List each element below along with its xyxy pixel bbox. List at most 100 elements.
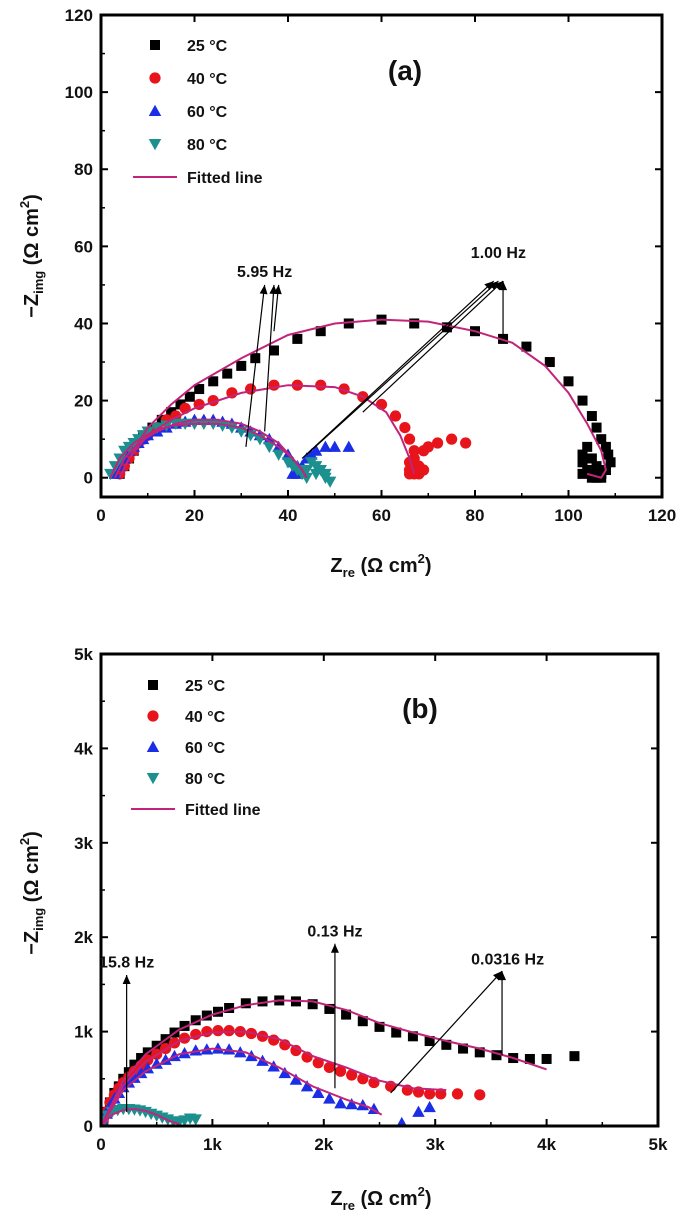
x-axis-label-unit: (Ω cm [355, 1188, 418, 1210]
data-point [250, 353, 261, 364]
data-point [311, 1086, 325, 1098]
annotation-arrowhead [498, 971, 507, 981]
data-point [389, 410, 402, 422]
data-point [474, 1047, 485, 1058]
data-point [432, 437, 444, 449]
y-tick-label: 3k [74, 834, 93, 853]
legend-marker [148, 680, 158, 690]
data-point [323, 1092, 336, 1104]
data-point [300, 465, 313, 477]
annotation-label: 0.13 Hz [307, 923, 362, 940]
data-point [403, 433, 416, 445]
x-tick-label: 100 [554, 506, 582, 525]
x-tick-label: 4k [537, 1135, 556, 1154]
data-point [189, 1114, 202, 1125]
data-point [544, 357, 555, 368]
data-point [263, 441, 276, 454]
y-tick-label: 20 [74, 392, 93, 411]
y-axis-label: −Zimg (Ω cm2) [17, 194, 46, 318]
data-point [289, 1073, 303, 1085]
data-point [591, 422, 602, 433]
data-point [211, 1042, 225, 1054]
data-point [319, 440, 332, 452]
data-point [323, 1061, 335, 1074]
data-point [309, 468, 323, 481]
data-point [605, 457, 616, 468]
x-axis-label: Zre (Ω cm2) [330, 551, 431, 580]
legend-label: 60 °C [185, 740, 226, 757]
x-axis-label-sub: re [343, 565, 355, 580]
annotation-arrowhead [484, 281, 494, 291]
data-point [399, 421, 411, 434]
y-tick-label: 1k [74, 1023, 93, 1042]
annotation-label: 1.00 Hz [471, 245, 526, 262]
x-tick-label: 80 [466, 506, 485, 525]
y-tick-label: 40 [74, 314, 93, 333]
data-point [278, 1066, 292, 1079]
annotation-arrow [245, 284, 266, 447]
annotation-arrowhead [499, 281, 508, 291]
data-point [435, 1088, 447, 1100]
legend-label: 25 °C [185, 678, 226, 695]
data-point [279, 1039, 291, 1051]
data-point [212, 1006, 223, 1017]
x-axis-label-close: ) [425, 1188, 432, 1210]
data-point [222, 368, 233, 379]
data-point [524, 1053, 535, 1064]
y-axis-label-sub: img [31, 908, 46, 931]
y-tick-label: 2k [74, 928, 93, 947]
data-point [179, 1020, 190, 1031]
x-axis-label: Zre (Ω cm2) [330, 1184, 431, 1213]
y-tick-label: 120 [65, 6, 93, 25]
x-tick-label: 120 [648, 506, 676, 525]
fitted-line [102, 1107, 180, 1125]
data-point [166, 407, 177, 418]
data-point [591, 461, 602, 472]
annotation-arrow [362, 280, 504, 413]
annotation-arrowhead [489, 281, 499, 291]
fitted-line [102, 1030, 447, 1125]
data-point [460, 437, 472, 449]
y-tick-label: 5k [74, 645, 93, 664]
annotation-arrow [264, 284, 275, 432]
data-point [136, 1053, 147, 1064]
data-point [346, 1069, 358, 1081]
y-tick-label: 80 [74, 160, 93, 179]
legend-label: 60 °C [187, 104, 228, 121]
annotation-arrowhead [122, 974, 131, 984]
data-point [458, 1043, 469, 1054]
data-point [407, 1031, 418, 1042]
y-tick-label: 4k [74, 739, 93, 758]
data-point [541, 1053, 552, 1064]
y-axis-label-main: −Z [21, 294, 43, 318]
data-point [324, 1003, 335, 1014]
x-axis-label-unit: (Ω cm [355, 555, 418, 577]
annotation-arrowhead [259, 284, 268, 295]
data-point [212, 1025, 224, 1037]
annotation-arrow [306, 280, 499, 456]
data-point [190, 1015, 201, 1026]
y-axis-label-close: ) [21, 831, 43, 838]
data-point [408, 445, 420, 457]
x-axis-label-sup: 2 [418, 1184, 425, 1199]
annotation-label: 0.0316 Hz [471, 952, 544, 969]
data-point [236, 360, 247, 371]
fitted-line [118, 318, 607, 479]
x-axis-label-sup: 2 [418, 551, 425, 566]
data-point [422, 441, 434, 453]
legend-label: 25 °C [187, 38, 228, 55]
y-axis-label-sup: 2 [17, 838, 32, 845]
data-point [319, 472, 332, 484]
data-point [374, 1021, 385, 1032]
data-point [315, 379, 327, 391]
legend-marker [146, 740, 160, 752]
data-point [586, 453, 597, 464]
data-point [417, 464, 430, 476]
annotation-arrow [301, 280, 495, 459]
data-point [128, 1071, 141, 1083]
data-point [586, 472, 597, 483]
annotation-arrow [390, 970, 503, 1094]
